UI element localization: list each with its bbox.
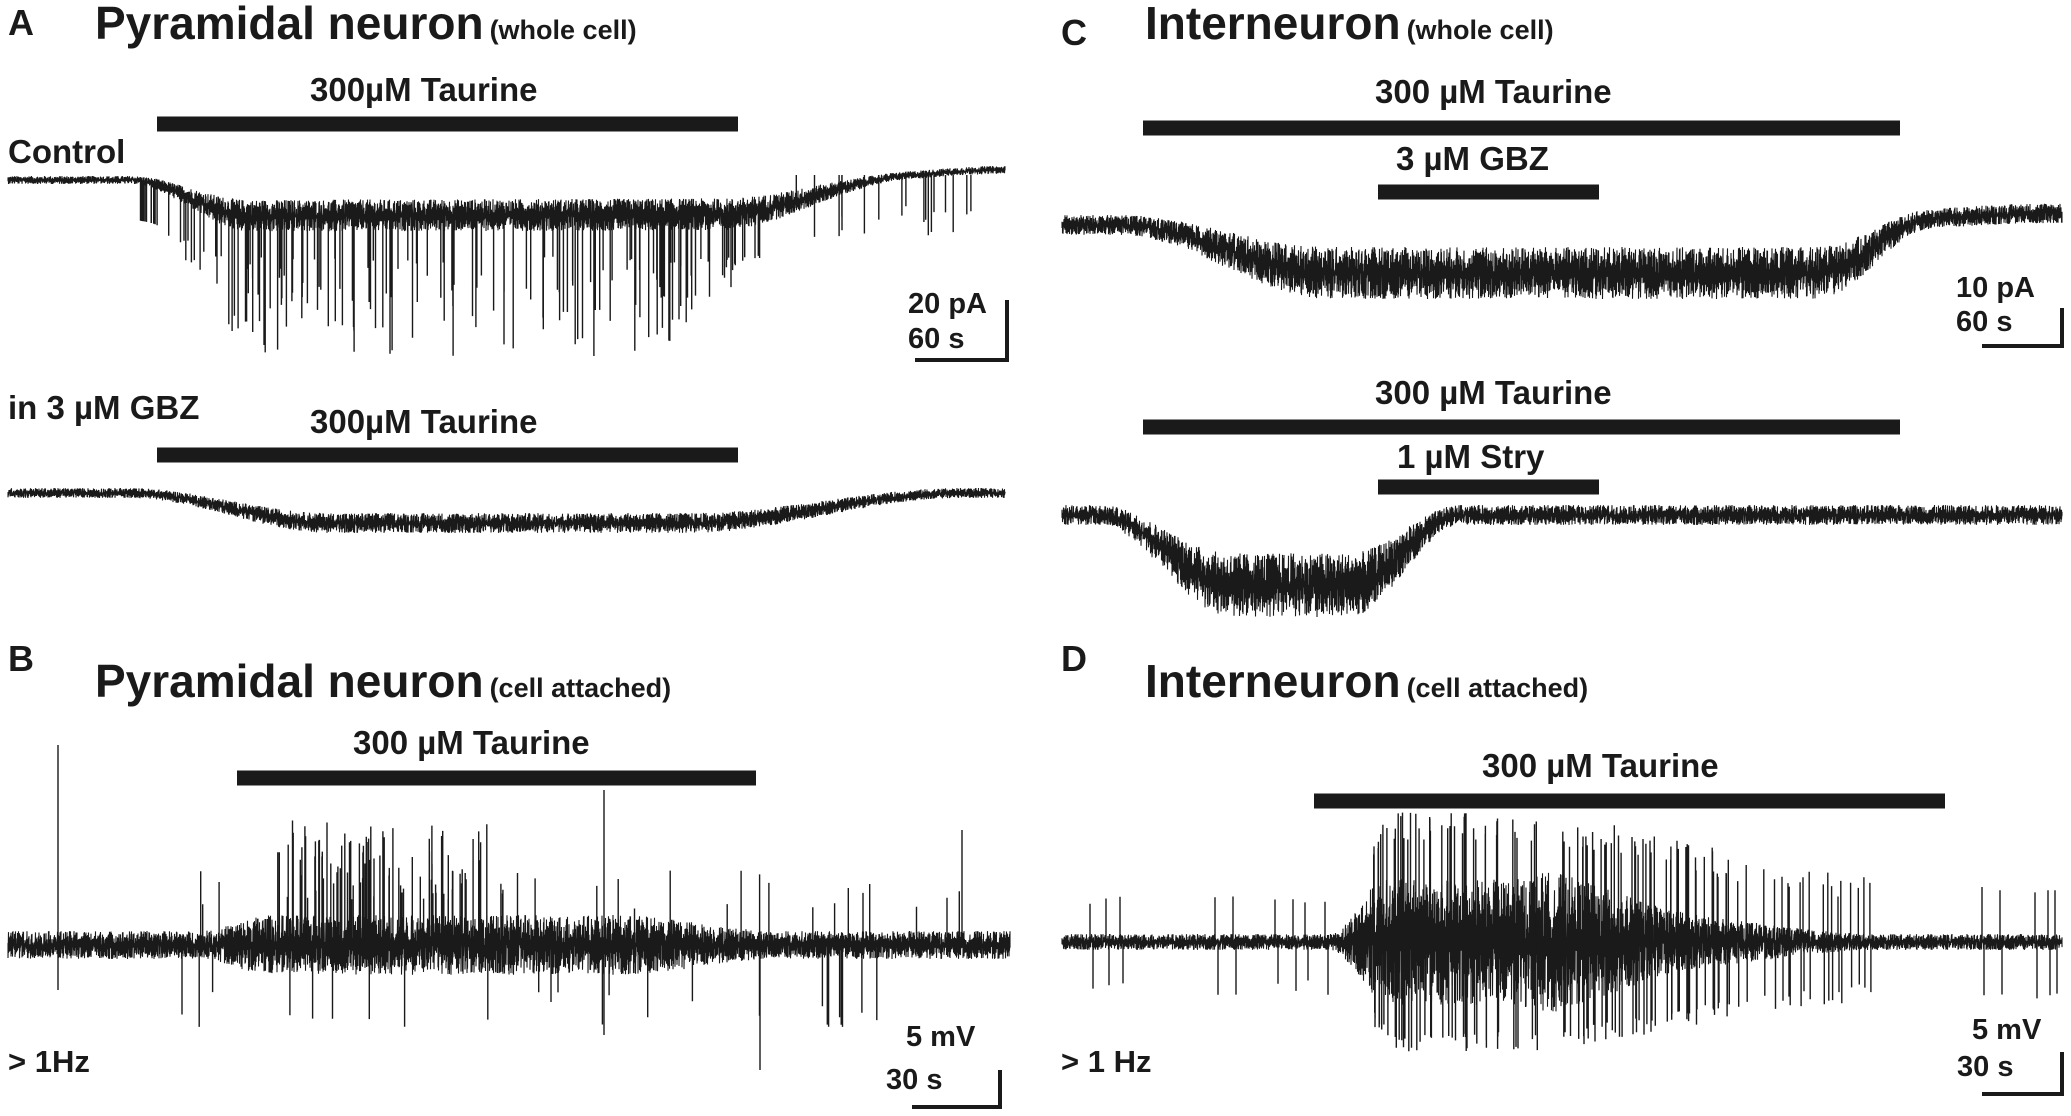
panel-d-letter: D bbox=[1061, 638, 1087, 679]
panel-a-bar1-label: 300µM Taurine bbox=[310, 71, 538, 108]
panel-a-control-label: Control bbox=[8, 133, 126, 170]
panel-a-subtitle: (whole cell) bbox=[489, 15, 637, 45]
panel-a-letter: A bbox=[8, 2, 34, 43]
panel-a-gbz-label: in 3 µM GBZ bbox=[8, 389, 200, 426]
panel-d-subtitle: (cell attached) bbox=[1406, 673, 1589, 703]
panel-c-gbz-trace bbox=[1061, 203, 2063, 300]
panel-d-frequency-label: > 1 Hz bbox=[1061, 1044, 1152, 1079]
panel-b-bar-label: 300 µM Taurine bbox=[353, 724, 590, 761]
panel-b-subtitle: (cell attached) bbox=[489, 673, 672, 703]
panel-c-stry-trace bbox=[1061, 504, 2063, 618]
panel-d-scale-x-label: 30 s bbox=[1957, 1051, 2014, 1083]
panel-b-letter: B bbox=[8, 638, 34, 679]
panel-b-scale-x-label: 30 s bbox=[886, 1064, 943, 1096]
panel-a-scale-y-label: 20 pA bbox=[908, 288, 987, 320]
panel-a-scale-x-label: 60 s bbox=[908, 323, 965, 355]
panel-d-title: Interneuron bbox=[1145, 655, 1401, 707]
panel-b-heading: Pyramidal neuron (cell attached) bbox=[95, 654, 671, 708]
panel-c-scale-x-label: 60 s bbox=[1956, 306, 2013, 338]
panel-a-heading: Pyramidal neuron (whole cell) bbox=[95, 0, 637, 50]
panel-b-trace bbox=[7, 914, 1011, 975]
panel-c-bar1-inner-label: 3 µM GBZ bbox=[1396, 140, 1549, 177]
panel-b-frequency-label: > 1Hz bbox=[8, 1044, 90, 1079]
panel-a-control-trace-events bbox=[139, 175, 972, 356]
panel-b-scale-y-label: 5 mV bbox=[906, 1021, 976, 1053]
panel-a-bar2-label: 300µM Taurine bbox=[310, 403, 538, 440]
panel-c-subtitle: (whole cell) bbox=[1406, 15, 1554, 45]
panel-c-letter: C bbox=[1061, 12, 1087, 53]
panel-d-scale-bar bbox=[1982, 1052, 2064, 1096]
panel-c-bar1-label: 300 µM Taurine bbox=[1375, 73, 1612, 110]
panel-d-scale-y-label: 5 mV bbox=[1972, 1014, 2042, 1046]
panel-c-scale-y-label: 10 pA bbox=[1956, 272, 2035, 304]
panel-c-bar2-inner-label: 1 µM Stry bbox=[1397, 438, 1545, 475]
panel-b-trace-events bbox=[57, 745, 963, 1070]
panel-b-title: Pyramidal neuron bbox=[95, 655, 484, 707]
panel-d-bar-label: 300 µM Taurine bbox=[1482, 747, 1719, 784]
panel-d-heading: Interneuron (cell attached) bbox=[1145, 654, 1588, 708]
panel-c-scale-bar bbox=[1982, 308, 2064, 348]
panel-c-title: Interneuron bbox=[1145, 0, 1401, 49]
panel-a-scale-bar bbox=[915, 300, 1009, 362]
panel-d-trace-events bbox=[1089, 812, 2058, 1052]
panel-a-gbz-trace bbox=[7, 487, 1006, 534]
panel-d-trace bbox=[1061, 872, 2063, 1012]
panel-a-title: Pyramidal neuron bbox=[95, 0, 484, 49]
panel-c-heading: Interneuron (whole cell) bbox=[1145, 0, 1554, 50]
panel-b-scale-bar bbox=[912, 1070, 1002, 1109]
panel-c-bar2-label: 300 µM Taurine bbox=[1375, 374, 1612, 411]
